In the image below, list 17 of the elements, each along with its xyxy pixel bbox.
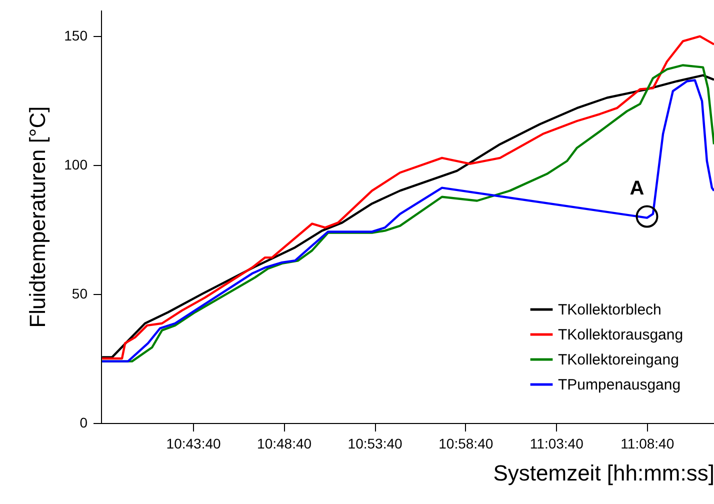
y-tick-label: 150 xyxy=(64,27,88,44)
y-tick-label: 50 xyxy=(72,285,88,302)
x-tick-label: 10:53:40 xyxy=(348,436,403,452)
y-tick-label: 100 xyxy=(64,156,88,172)
legend-label: TKollektorausgang xyxy=(558,326,684,344)
legend-label: TKollektorblech xyxy=(558,302,662,318)
y-tick-label: 0 xyxy=(80,414,88,430)
y-axis-title: Fluidtemperaturen [°C] xyxy=(25,106,50,328)
x-tick-label: 10:48:40 xyxy=(257,436,312,452)
legend-label: TKollektoreingang xyxy=(558,352,679,368)
x-tick-label: 11:03:40 xyxy=(530,436,584,452)
x-axis-title: Systemzeit [hh:mm:ss] xyxy=(493,460,714,486)
annotation: A xyxy=(630,178,644,200)
legend-label: TPumpenausgang xyxy=(558,376,681,394)
x-tick-label: 10:58:40 xyxy=(438,436,494,452)
x-tick-label: 11:08:40 xyxy=(620,436,674,452)
x-tick-label: 10:43:40 xyxy=(166,436,222,452)
